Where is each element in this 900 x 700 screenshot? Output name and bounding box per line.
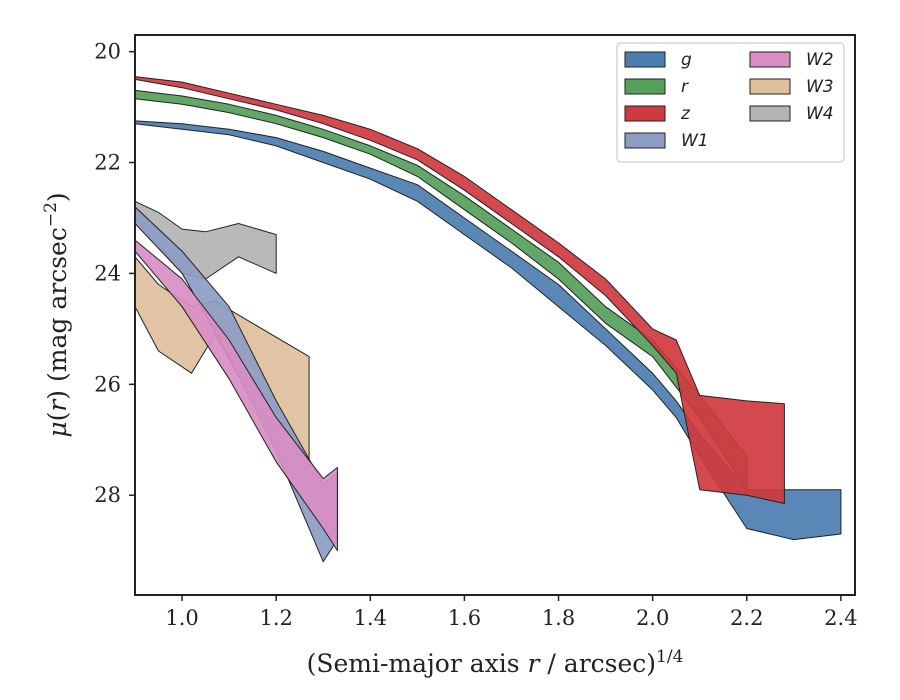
y-axis: 20 22 24 26 28 — [94, 40, 135, 507]
x-tick-label: 1.0 — [165, 606, 198, 630]
y-tick-label: 24 — [94, 261, 121, 285]
x-axis: 1.0 1.2 1.4 1.6 1.8 2.0 2.2 2.4 — [165, 595, 858, 630]
x-tick-label: 1.8 — [542, 606, 575, 630]
legend-swatch-w3 — [749, 78, 791, 95]
legend-swatch-w1 — [624, 132, 666, 149]
x-tick-label: 1.2 — [259, 606, 292, 630]
data-bands — [135, 76, 842, 563]
legend-swatch-w4 — [749, 105, 791, 122]
x-tick-label: 1.6 — [448, 606, 481, 630]
y-tick-label: 20 — [94, 40, 121, 64]
band-w2 — [135, 239, 338, 552]
legend-label-g: g — [681, 50, 692, 70]
legend-label-w2: W2 — [806, 50, 834, 70]
x-tick-label: 2.2 — [730, 606, 763, 630]
x-tick-label: 2.0 — [636, 606, 669, 630]
legend-label-z: z — [680, 104, 691, 124]
y-tick-label: 26 — [94, 372, 121, 396]
legend-label-w4: W4 — [806, 104, 834, 124]
legend-label-w3: W3 — [806, 77, 834, 97]
legend-swatch-g — [624, 51, 666, 68]
legend-swatch-z — [624, 105, 666, 122]
plot-area-frame — [134, 34, 856, 596]
legend-label-r: r — [681, 77, 689, 97]
y-axis-label: μ(r) (mag arcsec−2) — [41, 192, 72, 437]
y-tick-label: 28 — [94, 483, 121, 507]
x-tick-label: 2.4 — [824, 606, 857, 630]
legend-swatch-r — [624, 78, 666, 95]
x-axis-label: (Semi-major axis r / arcsec)1/4 — [307, 647, 684, 678]
x-tick-label: 1.4 — [354, 606, 387, 630]
y-tick-label: 22 — [94, 151, 121, 175]
legend-label-w1: W1 — [681, 131, 709, 151]
legend: grz W1 W2 W3 W4 — [616, 42, 845, 163]
legend-swatch-w2 — [749, 51, 791, 68]
band-z — [135, 76, 785, 504]
legend-frame — [616, 42, 845, 163]
